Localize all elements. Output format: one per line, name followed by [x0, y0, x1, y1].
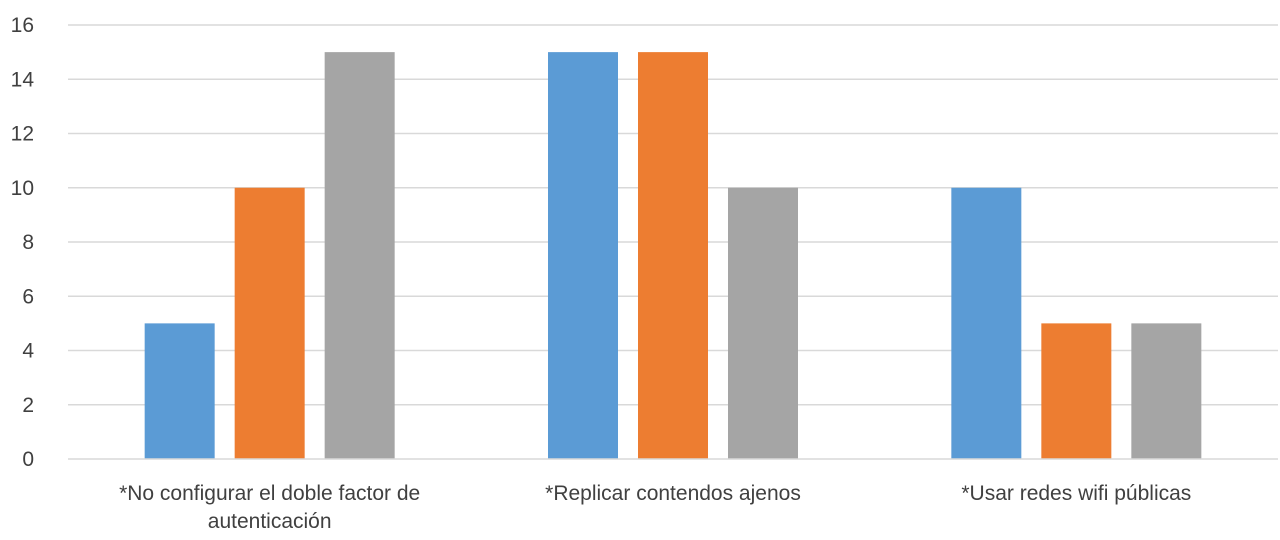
- y-tick-label: 2: [22, 394, 34, 417]
- bar-series-2-category-3: [1041, 323, 1112, 459]
- bar-series-2-category-1: [234, 187, 305, 459]
- y-tick-label: 12: [11, 123, 34, 146]
- bar-series-3-category-2: [728, 187, 798, 459]
- bar-series-1-category-1: [144, 323, 215, 459]
- x-category-label: *Replicar contendos ajenos: [545, 482, 801, 505]
- y-tick-label: 0: [22, 448, 34, 471]
- y-tick-label: 4: [22, 340, 34, 363]
- bar-series-3-category-3: [1131, 323, 1202, 459]
- y-tick-label: 6: [22, 285, 34, 308]
- x-category-label: *Usar redes wifi públicas: [961, 482, 1192, 505]
- bar-series-3-category-1: [324, 52, 395, 459]
- bar-series-2-category-2: [638, 52, 708, 459]
- x-category-label: *No configurar el doble factor de autent…: [119, 482, 421, 533]
- y-tick-label: 14: [11, 68, 35, 91]
- bar-series-1-category-3: [951, 187, 1022, 459]
- bar-series-1-category-2: [548, 52, 618, 459]
- y-tick-label: 8: [22, 231, 34, 254]
- y-tick-label: 16: [11, 14, 34, 37]
- y-tick-label: 10: [11, 177, 34, 200]
